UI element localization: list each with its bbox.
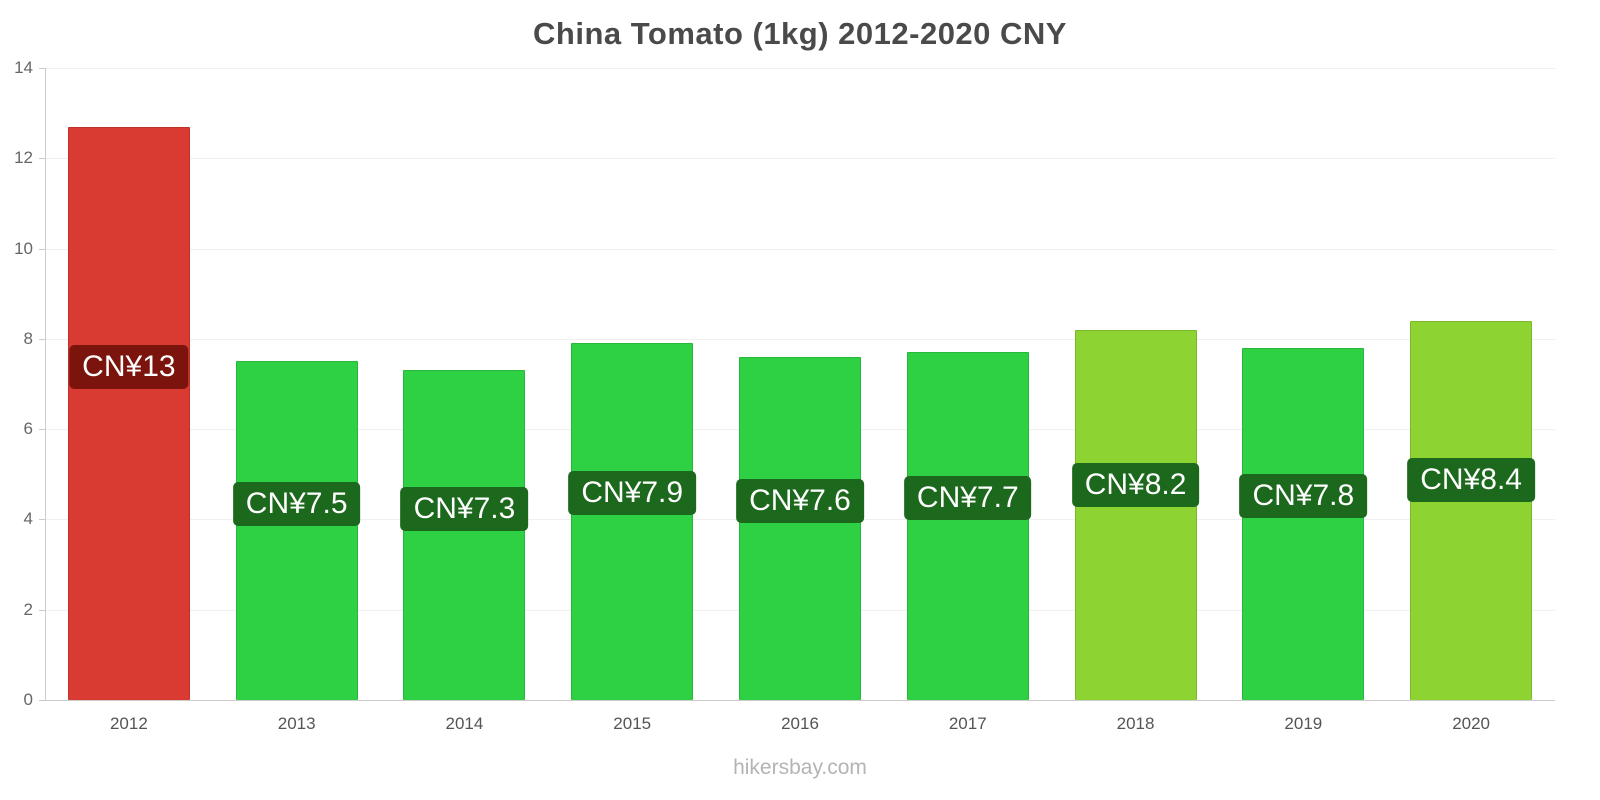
bar-2012[interactable] xyxy=(67,126,190,700)
bar-2014[interactable] xyxy=(403,370,526,700)
gridline xyxy=(45,338,1555,340)
x-axis-label-2015: 2015 xyxy=(613,714,652,733)
x-axis-label-2019: 2019 xyxy=(1284,714,1323,733)
bar-value-label-2020: CN¥8.4 xyxy=(1407,458,1535,503)
bar-value-label-2018: CN¥8.2 xyxy=(1071,463,1200,508)
x-axis-label-2014: 2014 xyxy=(445,714,484,733)
x-axis-label-2020: 2020 xyxy=(1452,714,1491,733)
y-axis-tick-label: 8 xyxy=(23,328,33,348)
y-axis-tick xyxy=(39,609,45,611)
y-axis-tick-label: 4 xyxy=(23,509,33,529)
x-axis-line xyxy=(45,700,1555,701)
y-axis-tick-label: 10 xyxy=(14,238,33,258)
bar-2015[interactable] xyxy=(571,343,694,700)
bar-2016[interactable] xyxy=(739,356,861,700)
x-axis-label-2016: 2016 xyxy=(781,714,819,733)
y-axis-tick xyxy=(39,519,45,521)
bar-2013[interactable] xyxy=(235,361,358,700)
y-axis-line xyxy=(45,68,46,700)
bar-value-label-2013: CN¥7.5 xyxy=(232,481,361,526)
bar-value-label-2015: CN¥7.9 xyxy=(568,471,697,516)
gridline xyxy=(45,68,1555,69)
footer-watermark: hikersbay.com xyxy=(733,756,867,779)
y-axis-tick-label: 6 xyxy=(23,419,33,439)
chart-title: China Tomato (1kg) 2012-2020 CNY xyxy=(533,16,1067,51)
x-axis-label-2013: 2013 xyxy=(277,714,316,733)
gridline xyxy=(45,248,1555,250)
y-axis-tick xyxy=(39,429,45,431)
x-axis-label-2017: 2017 xyxy=(948,714,987,733)
bar-value-label-2016: CN¥7.6 xyxy=(736,479,864,523)
y-axis-tick-label: 0 xyxy=(23,690,33,709)
gridline xyxy=(45,158,1555,160)
bar-2019[interactable] xyxy=(1242,347,1365,700)
y-axis-tick xyxy=(39,700,45,701)
y-axis-tick xyxy=(39,68,45,69)
bar-value-label-2017: CN¥7.7 xyxy=(903,476,1032,521)
y-axis-tick xyxy=(39,248,45,250)
y-axis-tick-label: 12 xyxy=(14,148,33,168)
y-axis-tick xyxy=(39,338,45,340)
bar-2017[interactable] xyxy=(906,352,1029,700)
bar-2020[interactable] xyxy=(1410,320,1533,700)
y-axis-tick-label: 14 xyxy=(14,58,33,77)
bar-value-label-2014: CN¥7.3 xyxy=(400,486,529,531)
x-axis-label-2012: 2012 xyxy=(109,714,148,733)
bar-value-label-2012: CN¥13 xyxy=(69,345,189,390)
y-axis-tick-label: 2 xyxy=(23,599,33,619)
y-axis-tick xyxy=(39,158,45,160)
bar-value-label-2019: CN¥7.8 xyxy=(1239,473,1368,518)
bar-2018[interactable] xyxy=(1074,329,1197,700)
x-axis-label-2018: 2018 xyxy=(1116,714,1155,733)
